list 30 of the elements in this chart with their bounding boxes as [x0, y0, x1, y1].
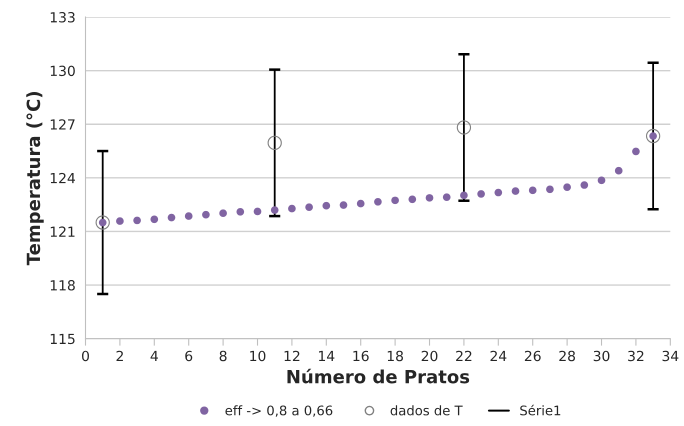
y-tick-label: 115: [50, 334, 75, 344]
x-tick-label: 14: [318, 350, 334, 362]
x-tick-label: 30: [594, 350, 610, 362]
x-tick-label: 32: [628, 350, 644, 362]
x-axis-title: Número de Pratos: [287, 368, 470, 384]
x-tick-label: 18: [388, 350, 403, 362]
x-tick-label: 0: [82, 350, 89, 362]
x-tick-label: 10: [250, 350, 266, 362]
x-tick-label: 16: [353, 350, 369, 362]
x-tick-label: 4: [150, 350, 158, 362]
x-tick-label: 22: [456, 350, 472, 362]
y-tick-label: 133: [50, 12, 75, 23]
legend-label: Série1: [520, 404, 560, 416]
x-tick-label: 8: [220, 350, 227, 362]
x-tick-label: 28: [559, 350, 576, 362]
legend-label: dados de T: [390, 405, 463, 416]
legend-label: eff -> 0,8 a 0,66: [225, 405, 332, 417]
y-tick-label: 121: [50, 226, 74, 237]
x-tick-label: 12: [284, 350, 300, 362]
y-tick-label: 127: [50, 119, 75, 130]
y-tick-label: 124: [50, 172, 75, 184]
x-tick-label: 6: [185, 350, 192, 362]
x-tick-label: 26: [524, 350, 541, 362]
x-tick-label: 34: [662, 350, 678, 362]
y-axis-title: Temperatura (°C): [26, 92, 44, 266]
x-tick-label: 2: [116, 350, 123, 362]
x-tick-label: 20: [422, 350, 438, 362]
x-tick-label: 24: [490, 350, 506, 362]
y-tick-label: 118: [50, 280, 75, 291]
y-tick-label: 130: [50, 66, 75, 76]
